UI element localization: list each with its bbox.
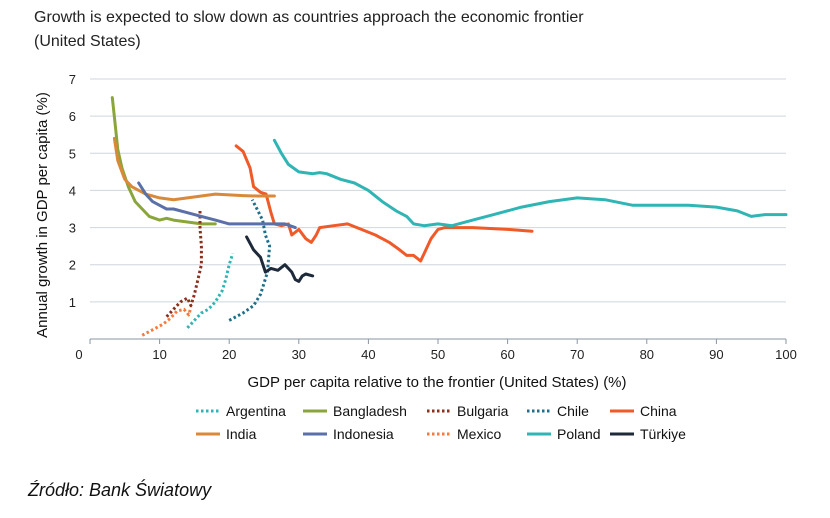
series-lines [110, 96, 788, 337]
x-tick-label-20: 20 [222, 347, 236, 362]
y-tick-label-4: 4 [69, 183, 76, 198]
series-line-india [112, 136, 276, 202]
y-tick-label-6: 6 [69, 109, 76, 124]
x-tick-label-40: 40 [361, 347, 375, 362]
legend-label-mexico: Mexico [457, 426, 502, 442]
x-tick-label-30: 30 [292, 347, 306, 362]
series-line-türkiye [245, 235, 315, 283]
x-tick-label-50: 50 [431, 347, 445, 362]
series-line-indonesia [137, 181, 297, 230]
y-tick-label-7: 7 [69, 72, 76, 87]
x-tick-label-70: 70 [570, 347, 584, 362]
x-axis-label: GDP per capita relative to the frontier … [247, 374, 626, 391]
legend-label-bangladesh: Bangladesh [333, 403, 407, 419]
x-tick-label-10: 10 [152, 347, 166, 362]
axes [89, 338, 787, 344]
y-axis-label: Annual growth in GDP per capita (%) [34, 92, 51, 338]
legend-label-argentina: Argentina [226, 403, 286, 419]
series-line-poland [272, 138, 788, 228]
legend-label-china: China [640, 403, 677, 419]
x-tick-label-60: 60 [500, 347, 514, 362]
legend-label-poland: Poland [557, 426, 601, 442]
legend-label-indonesia: Indonesia [333, 426, 394, 442]
series-line-bangladesh [110, 96, 217, 226]
chart-title-line-1: Growth is expected to slow down as count… [34, 9, 584, 26]
source-note: Źródło: Bank Światowy [28, 480, 212, 500]
x-tick-label-0: 0 [75, 347, 82, 362]
gridlines [90, 78, 786, 303]
x-tick-label-100: 100 [775, 347, 797, 362]
series-line-bulgaria [165, 209, 203, 318]
x-tick-label-80: 80 [640, 347, 654, 362]
legend-label-chile: Chile [557, 403, 589, 419]
chart-title-line-2: (United States) [34, 33, 141, 50]
legend-label-bulgaria: Bulgaria [457, 403, 509, 419]
x-tick-label-90: 90 [709, 347, 723, 362]
y-tick-label-2: 2 [69, 258, 76, 273]
legend: Argentina Bangladesh Bulgaria Chile China Ind… [196, 403, 686, 442]
y-tick-label-1: 1 [69, 295, 76, 310]
legend-label-türkiye: Türkiye [640, 426, 686, 442]
y-tick-label-3: 3 [69, 221, 76, 236]
chart-title: Growth is expected to slow down as count… [34, 6, 754, 54]
series-line-chile [228, 199, 272, 322]
y-tick-label-5: 5 [69, 146, 76, 161]
series-line-mexico [141, 306, 193, 337]
legend-label-india: India [226, 426, 257, 442]
